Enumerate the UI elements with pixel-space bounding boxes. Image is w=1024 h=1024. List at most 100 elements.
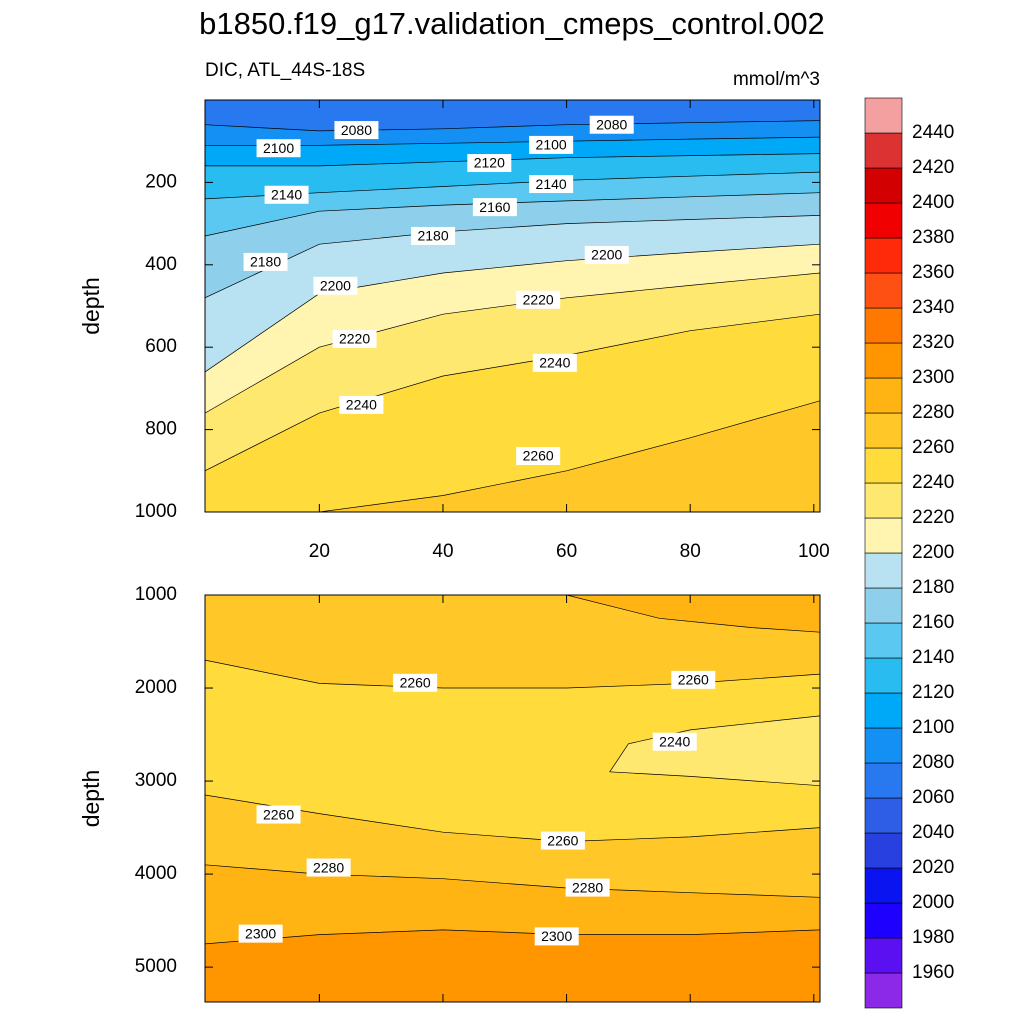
y-tick-label: 5000 (135, 956, 177, 977)
colorbar-box (864, 797, 903, 834)
contour-label-bg (472, 198, 517, 217)
contour-label-bg (540, 831, 585, 850)
colorbar-box (864, 132, 903, 169)
contour-line (205, 120, 820, 132)
contour-label: 2300 (245, 925, 276, 941)
colorbar-box (864, 237, 903, 274)
colorbar-box (864, 202, 903, 239)
colorbar-label: 2000 (912, 892, 954, 913)
colorbar-label: 2320 (912, 332, 954, 353)
contour-label-bg (516, 446, 561, 465)
y-axis-label: depth (78, 277, 104, 335)
colorbar-box (864, 587, 903, 624)
contour-label-bg (256, 139, 301, 158)
panel-left-label: DIC, ATL_44S-18S (205, 60, 365, 81)
contour-line (318, 400, 820, 512)
plot-frame (204, 594, 821, 1003)
colorbar-label: 2040 (912, 822, 954, 843)
plot-area: 2260 2260 2240 2260 2260 2280 2280 2300 2300 (205, 595, 820, 1002)
colorbar-label: 1960 (912, 962, 954, 983)
contour-label-bg (256, 805, 301, 824)
contour-line (205, 215, 820, 299)
contour-fill (205, 660, 820, 842)
colorbar-box (864, 482, 903, 519)
colorbar-label: 2120 (912, 682, 954, 703)
contour-label: 2240 (659, 733, 690, 749)
x-tick-label: 20 (309, 541, 330, 562)
contour-label: 2140 (536, 176, 567, 192)
colorbar-box (864, 97, 903, 134)
contour-label-bg (332, 329, 377, 348)
contour-fill (609, 715, 820, 786)
contour-label-bg (529, 135, 574, 154)
x-tick-label: 40 (432, 541, 453, 562)
contour-label-bg (411, 226, 456, 245)
contour-label: 2220 (523, 292, 554, 308)
contour-label-bg (534, 927, 579, 946)
contour-label: 2180 (417, 228, 448, 244)
contour-label: 2100 (263, 140, 294, 156)
unit-label: mmol/m^3 (733, 69, 820, 90)
contour-line (205, 864, 820, 898)
contour-label-bg (529, 175, 574, 194)
contour-label-bg (584, 245, 629, 264)
colorbar-box (864, 832, 903, 869)
contour-label: 2300 (541, 928, 572, 944)
colorbar-label: 2140 (912, 647, 954, 668)
contour-label-bg (467, 154, 512, 173)
contour-label: 2260 (547, 832, 578, 848)
contour-label: 2220 (339, 331, 370, 347)
colorbar-box (864, 447, 903, 484)
contour-label: 2200 (320, 278, 351, 294)
y-tick-label: 3000 (135, 770, 177, 791)
colorbar-box (864, 272, 903, 309)
contour-line (205, 243, 820, 373)
colorbar-box (864, 937, 903, 974)
contour-line (205, 929, 820, 945)
colorbar-label: 2440 (912, 122, 954, 143)
colorbar-label: 2280 (912, 402, 954, 423)
contour-label-bg (238, 924, 283, 943)
colorbar-box (864, 867, 903, 904)
chart-title: b1850.f19_g17.validation_cmeps_control.0… (199, 6, 825, 41)
contour-fill (566, 595, 820, 633)
colorbar-label: 2340 (912, 297, 954, 318)
plot-frame (204, 99, 821, 513)
contour-label: 2260 (263, 806, 294, 822)
colorbar-label: 2100 (912, 717, 954, 738)
contour-line (205, 313, 820, 472)
colorbar-label: 2300 (912, 367, 954, 388)
colorbar-box (864, 657, 903, 694)
contour-label-bg (516, 290, 561, 309)
colorbar-box (864, 552, 903, 589)
contour-label: 2100 (536, 137, 567, 153)
colorbar-label: 2060 (912, 787, 954, 808)
contour-label-bg (589, 115, 634, 134)
colorbar-label: 2160 (912, 612, 954, 633)
contour-fill (205, 929, 820, 1002)
colorbar-box (864, 412, 903, 449)
colorbar-box (864, 377, 903, 414)
contour-label: 2160 (479, 199, 510, 215)
contour-label: 2260 (678, 672, 709, 688)
contour-label-bg (565, 878, 610, 897)
colorbar-label: 2240 (912, 472, 954, 493)
contour-line (205, 659, 820, 842)
contour-label-bg (339, 395, 384, 414)
colorbar-label: 2080 (912, 752, 954, 773)
colorbar-box (864, 762, 903, 799)
colorbar-label: 1980 (912, 927, 954, 948)
contour-label: 2120 (474, 155, 505, 171)
y-tick-label: 4000 (135, 863, 177, 884)
colorbar-box (864, 167, 903, 204)
y-tick-label: 1000 (135, 584, 177, 605)
x-tick-label: 60 (556, 541, 577, 562)
colorbar-label: 2420 (912, 157, 954, 178)
contour-label: 2140 (271, 186, 302, 202)
colorbar-label: 2260 (912, 437, 954, 458)
contour-label-bg (334, 121, 379, 140)
x-tick-label: 80 (680, 541, 701, 562)
contour-label-bg (243, 252, 288, 271)
contour-label: 2200 (591, 247, 622, 263)
